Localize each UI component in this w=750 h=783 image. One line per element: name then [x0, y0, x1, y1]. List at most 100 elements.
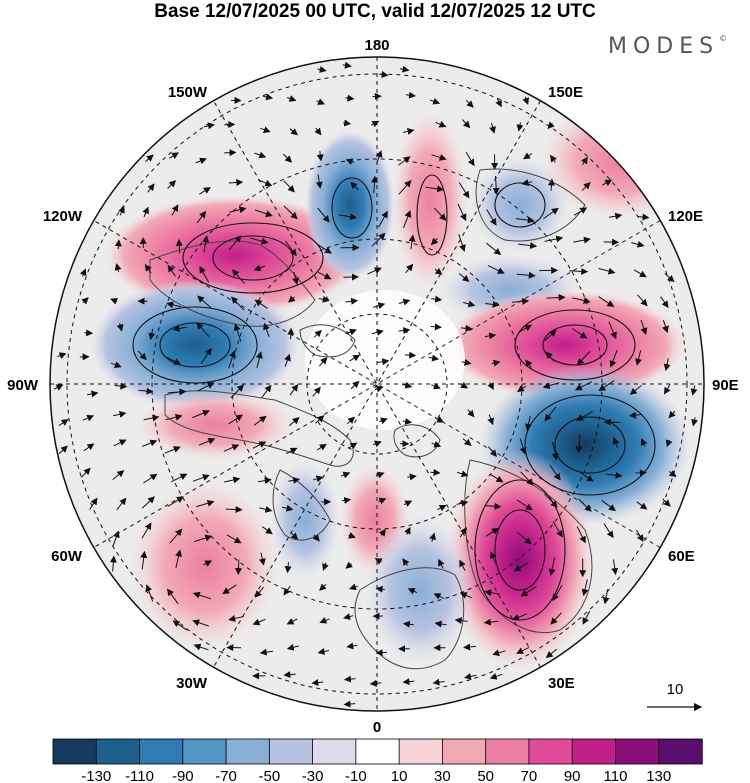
- wind-vector-arrow: [348, 532, 356, 539]
- wind-vector-arrow: [319, 356, 328, 367]
- positive-anomaly: [135, 390, 295, 460]
- wind-vector-arrow: [398, 156, 411, 166]
- wind-vector-arrow: [403, 210, 412, 228]
- wind-vector-arrow: [576, 410, 593, 421]
- wind-vector-arrow: [167, 388, 187, 396]
- wind-vector-arrow: [457, 470, 469, 478]
- wind-vector-arrow: [549, 464, 561, 481]
- wind-vector-arrow: [255, 351, 263, 368]
- wind-vector-arrow: [431, 154, 447, 161]
- wind-vector-arrow: [635, 350, 642, 366]
- wind-vector-arrow: [515, 216, 535, 224]
- wind-vector-arrow: [167, 180, 177, 189]
- wind-vector-arrow: [342, 61, 352, 69]
- wind-vector-arrow: [110, 361, 122, 368]
- wind-vector-arrow: [230, 384, 244, 399]
- wind-vector-arrow: [137, 350, 147, 361]
- wind-vector-arrow: [350, 380, 360, 390]
- wind-vector-arrow: [367, 267, 382, 275]
- colorbar-swatch: [225, 738, 271, 765]
- wind-vector-arrow: [370, 120, 380, 128]
- wind-vector-arrow: [407, 588, 418, 595]
- wind-vector-arrow: [81, 467, 91, 478]
- colorbar-swatch: [139, 738, 184, 765]
- wind-vector-arrow: [317, 207, 330, 223]
- wind-vector-arrow: [430, 468, 441, 476]
- wind-vector-arrow: [342, 497, 352, 504]
- wind-vector-arrow: [172, 620, 188, 631]
- wind-vector-arrow: [53, 384, 64, 391]
- wind-vector-arrow: [345, 94, 355, 102]
- wind-vector-arrow: [576, 351, 591, 366]
- colorbar-swatch: [268, 738, 314, 765]
- wind-vector-arrow: [612, 437, 620, 448]
- colorbar-tick-label: -90: [172, 768, 194, 783]
- wind-vector-arrow: [58, 419, 69, 426]
- wind-vector-arrow: [262, 93, 274, 101]
- lon-label-120w: 120W: [43, 208, 83, 225]
- wind-vector-arrow: [403, 128, 415, 135]
- wind-vector-arrow: [404, 526, 411, 535]
- wind-vector-arrow: [375, 471, 385, 479]
- wind-vector-arrow: [516, 646, 530, 654]
- wind-vector-arrow: [544, 406, 557, 422]
- wind-vector-arrow: [398, 298, 411, 306]
- colorbar-swatch: [355, 738, 400, 765]
- wind-vector-arrow: [525, 359, 533, 368]
- wind-vector-arrow: [350, 181, 359, 191]
- wind-vector-arrow: [372, 302, 386, 310]
- wind-vector-arrow: [199, 187, 211, 195]
- wind-vector-arrow: [164, 446, 181, 454]
- wind-vector-arrow: [484, 332, 497, 340]
- lon-label-90w: 90W: [7, 377, 39, 394]
- wind-vector-arrow: [167, 588, 179, 605]
- wind-vector-arrow: [398, 180, 412, 195]
- wind-vector-arrow: [434, 267, 443, 275]
- wind-vector-arrow: [405, 263, 414, 274]
- wind-vector-arrow: [511, 297, 530, 305]
- wind-vector-arrow: [169, 528, 183, 544]
- wind-vector-arrow: [573, 236, 591, 244]
- colorbar-tick-label: -130: [81, 768, 111, 783]
- wind-vector-arrow: [288, 295, 296, 303]
- wind-vector-arrow: [577, 498, 592, 512]
- wind-vector-arrow: [435, 416, 445, 423]
- wind-vector-arrow: [516, 499, 533, 511]
- wind-vector-arrow: [222, 584, 237, 595]
- wind-vector-arrow: [576, 526, 586, 544]
- wind-vector-arrow: [490, 473, 504, 483]
- wind-vector-arrow: [378, 497, 387, 505]
- wind-vector-arrow: [289, 383, 299, 396]
- wind-vector-arrow: [629, 385, 642, 395]
- wind-vector-arrow: [459, 592, 473, 599]
- wind-vector-arrow: [142, 439, 158, 447]
- wind-vector-arrow: [313, 329, 322, 338]
- wind-vector-arrow: [203, 122, 215, 130]
- wind-vector-arrow: [459, 527, 467, 538]
- wind-vector-arrow: [544, 493, 558, 508]
- colorbar-swatch: [182, 738, 227, 765]
- wind-vector-arrow: [340, 471, 351, 479]
- negative-anomaly: [470, 157, 570, 253]
- wind-vector-arrow: [629, 411, 642, 419]
- wind-vector-arrow: [346, 642, 358, 650]
- wind-vector-arrow: [465, 151, 475, 167]
- wind-vector-arrow: [167, 496, 184, 507]
- wind-vector-arrow: [431, 295, 443, 303]
- wind-vector-arrow: [542, 382, 560, 389]
- wind-vector-arrow: [282, 504, 294, 512]
- wind-vector-arrow: [166, 301, 182, 309]
- wind-vector-arrow: [603, 523, 614, 539]
- wind-vector-arrow: [148, 328, 156, 341]
- wind-vector-arrow: [662, 498, 671, 507]
- wind-vector-arrow: [581, 579, 589, 597]
- wind-vector-arrow: [375, 649, 387, 657]
- wind-vector-arrow: [491, 359, 501, 367]
- wind-vector-arrow: [485, 502, 502, 510]
- wind-vector-arrow: [485, 300, 500, 308]
- wind-vector-arrow: [550, 154, 557, 163]
- wind-vector-arrow: [250, 237, 269, 245]
- colorbar-tick-label: -50: [258, 768, 280, 783]
- wind-vector-arrow: [82, 414, 95, 422]
